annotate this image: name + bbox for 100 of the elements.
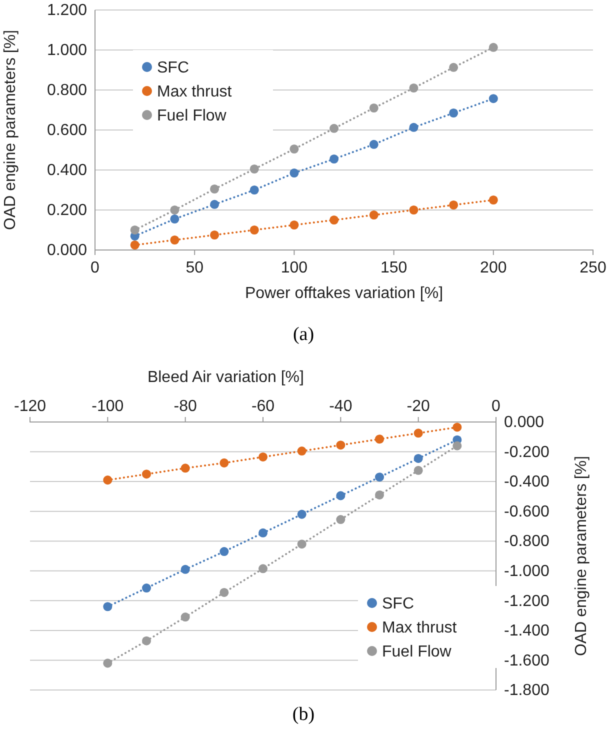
legend-label: Max thrust: [157, 84, 232, 101]
y-tick-label: 0.800: [46, 82, 88, 100]
x-tick-label: 0: [90, 259, 100, 276]
x-axis-title: Bleed Air variation [%]: [147, 369, 304, 386]
point: [336, 515, 346, 524]
point: [374, 434, 384, 444]
point: [290, 168, 299, 178]
point: [180, 612, 190, 622]
point: [130, 240, 140, 250]
point: [369, 103, 378, 113]
x-tick-label: -60: [251, 398, 275, 415]
point: [180, 464, 190, 473]
legend-label: SFC: [382, 596, 414, 613]
point: [336, 491, 346, 500]
legend-label: Max thrust: [382, 620, 458, 637]
point: [258, 564, 268, 574]
point: [369, 140, 378, 149]
point: [452, 422, 462, 432]
point: [374, 490, 384, 500]
y-tick-label: -0.800: [504, 533, 550, 550]
point: [142, 584, 152, 593]
x-axis-title: Power offtakes variation [%]: [244, 285, 444, 302]
y-tick-label: 1.200: [46, 2, 88, 20]
point: [250, 164, 259, 174]
point: [210, 184, 220, 194]
x-tick-label: -20: [406, 398, 430, 415]
x-tick-label: 100: [280, 259, 308, 276]
point: [297, 540, 306, 549]
point: [488, 94, 498, 104]
point: [180, 564, 190, 574]
point: [220, 458, 229, 468]
point: [330, 215, 339, 225]
point: [414, 454, 423, 463]
text: (a): [292, 324, 314, 345]
x-tick-label: -100: [92, 398, 124, 415]
point: [414, 466, 423, 475]
legend-label: SFC: [157, 60, 189, 77]
point: [142, 636, 152, 646]
y-tick-label: 1.000: [46, 42, 88, 60]
y-tick-label: -1.000: [504, 563, 550, 580]
point: [488, 42, 498, 52]
y-tick-label: -0.200: [504, 444, 550, 461]
point: [330, 124, 339, 133]
point: [409, 83, 418, 93]
x-tick-label: 0: [492, 398, 501, 415]
point: [290, 220, 299, 230]
point: [220, 588, 229, 597]
point: [258, 452, 268, 462]
y-tick-label: -1.800: [504, 682, 550, 700]
y-tick-label: -1.400: [504, 622, 550, 640]
point: [250, 185, 259, 195]
y-tick-label: 0.200: [46, 202, 88, 220]
point: [103, 602, 112, 612]
y-tick-label: 0.600: [46, 122, 88, 140]
point: [210, 200, 220, 209]
point: [103, 476, 112, 485]
point: [374, 472, 384, 482]
point: [449, 108, 458, 118]
point: [488, 195, 498, 205]
point: [220, 547, 229, 556]
point: [290, 144, 299, 154]
text: (b): [292, 704, 315, 725]
y-axis-title: OAD engine parameters [%]: [2, 30, 19, 230]
point: [409, 122, 418, 132]
y-tick-label: -0.600: [504, 503, 550, 520]
x-tick-label: -120: [14, 398, 46, 415]
y-axis-title: OAD engine parameters [%]: [573, 456, 590, 656]
point: [297, 446, 306, 456]
point: [142, 470, 152, 479]
point: [369, 210, 378, 220]
y-tick-label: 0.000: [46, 242, 88, 260]
point: [170, 205, 180, 215]
point: [130, 225, 140, 235]
point: [449, 62, 458, 72]
x-tick-label: 50: [186, 259, 204, 276]
y-tick-label: 0.000: [504, 414, 544, 432]
point: [449, 200, 458, 210]
x-tick-label: 200: [480, 259, 507, 276]
point: [250, 225, 259, 235]
x-tick-label: 250: [580, 259, 606, 276]
y-tick-label: 0.400: [46, 162, 88, 180]
y-tick-label: -1.200: [504, 592, 550, 610]
point: [103, 658, 112, 668]
legend-label: Fuel Flow: [157, 108, 227, 125]
point: [336, 440, 346, 450]
point: [297, 510, 306, 519]
point: [330, 154, 339, 164]
point: [409, 205, 418, 215]
point: [452, 441, 462, 450]
y-tick-label: -1.600: [504, 652, 550, 670]
legend-label: Fuel Flow: [382, 644, 452, 661]
point: [170, 235, 180, 245]
point: [414, 428, 423, 438]
point: [258, 528, 268, 538]
y-tick-label: -0.400: [504, 474, 550, 491]
point: [210, 230, 220, 240]
point: [170, 214, 180, 224]
x-tick-label: -80: [174, 398, 197, 415]
x-tick-label: 150: [380, 259, 408, 276]
x-tick-label: -40: [329, 398, 352, 415]
